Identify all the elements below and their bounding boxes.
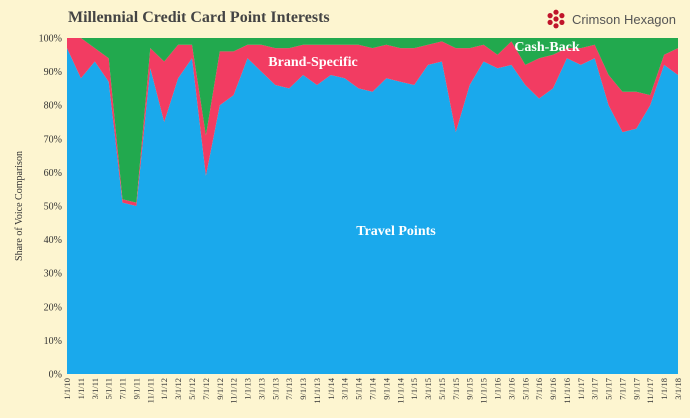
y-tick-label: 80% bbox=[44, 101, 62, 112]
x-tick-label: 5/1/15 bbox=[437, 378, 447, 400]
x-tick-label: 9/1/17 bbox=[631, 378, 641, 400]
x-tick-label: 1/1/11 bbox=[76, 378, 86, 399]
y-tick-label: 20% bbox=[44, 302, 62, 313]
x-tick-label: 11/1/14 bbox=[395, 377, 405, 403]
hexagon-cluster-icon bbox=[547, 9, 565, 29]
x-tick-label: 3/1/18 bbox=[673, 378, 683, 400]
y-tick-label: 40% bbox=[44, 235, 62, 246]
x-tick-label: 9/1/14 bbox=[381, 377, 391, 399]
brand-logo: Crimson Hexagon bbox=[546, 9, 676, 29]
x-tick-label: 3/1/12 bbox=[173, 378, 183, 400]
x-tick-label: 5/1/16 bbox=[520, 378, 530, 400]
x-tick-label: 7/1/14 bbox=[368, 377, 378, 399]
x-tick-label: 7/1/11 bbox=[118, 378, 128, 399]
x-tick-label: 7/1/12 bbox=[201, 378, 211, 400]
x-tick-label: 11/1/16 bbox=[562, 378, 572, 404]
x-tick-label: 1/1/17 bbox=[576, 378, 586, 400]
area-series-travel-points bbox=[67, 48, 678, 374]
y-tick-label: 90% bbox=[44, 67, 62, 78]
x-tick-label: 7/1/13 bbox=[284, 378, 294, 400]
y-tick-label: 50% bbox=[44, 202, 62, 213]
x-tick-label: 11/1/12 bbox=[229, 378, 239, 404]
x-tick-label: 1/1/13 bbox=[243, 378, 253, 400]
x-tick-label: 1/1/10 bbox=[62, 378, 72, 400]
x-tick-label: 7/1/16 bbox=[534, 378, 544, 400]
x-axis: 1/1/10 1/1/11 3/1/11 5/1/11 7/1/11 9/1/11 11/1… bbox=[62, 377, 683, 403]
x-tick-label: 5/1/11 bbox=[104, 378, 114, 399]
x-tick-label: 11/1/13 bbox=[312, 378, 322, 404]
travel-points-label: Travel Points bbox=[356, 224, 436, 239]
x-tick-label: 11/1/17 bbox=[645, 378, 655, 404]
cash-back-label: Cash-Back bbox=[514, 40, 580, 55]
brand-specific-label: Brand-Specific bbox=[268, 55, 357, 70]
x-tick-label: 5/1/14 bbox=[354, 377, 364, 399]
y-tick-label: 30% bbox=[44, 269, 62, 280]
x-tick-label: 1/1/16 bbox=[492, 378, 502, 400]
x-tick-label: 7/1/17 bbox=[617, 378, 627, 400]
x-tick-label: 1/1/18 bbox=[659, 378, 669, 400]
x-tick-label: 3/1/14 bbox=[340, 377, 350, 399]
x-tick-label: 1/1/15 bbox=[409, 378, 419, 400]
x-tick-label: 1/1/12 bbox=[159, 378, 169, 400]
x-tick-label: 5/1/13 bbox=[270, 378, 280, 400]
x-tick-label: 9/1/11 bbox=[131, 378, 141, 399]
plot-areas bbox=[67, 38, 678, 374]
x-tick-label: 3/1/13 bbox=[256, 378, 266, 400]
x-tick-label: 11/1/11 bbox=[145, 378, 155, 403]
chart-title: Millennial Credit Card Point Interests bbox=[68, 9, 330, 26]
y-axis: 0% 10% 20% 30% 40% 50% 60% 70% 80% 90% 100% bbox=[39, 34, 62, 381]
x-tick-label: 9/1/13 bbox=[298, 378, 308, 400]
y-tick-label: 0% bbox=[49, 370, 62, 381]
y-tick-label: 70% bbox=[44, 134, 62, 145]
x-tick-label: 3/1/11 bbox=[90, 378, 100, 399]
x-tick-label: 7/1/15 bbox=[451, 378, 461, 400]
y-tick-label: 100% bbox=[39, 34, 62, 45]
y-tick-label: 60% bbox=[44, 168, 62, 179]
x-tick-label: 5/1/12 bbox=[187, 378, 197, 400]
x-tick-label: 9/1/15 bbox=[465, 378, 475, 400]
x-tick-label: 3/1/16 bbox=[506, 378, 516, 400]
area-series-brand-specific bbox=[67, 38, 678, 206]
area-series-cash-back bbox=[67, 38, 678, 203]
brand-name: Crimson Hexagon bbox=[571, 11, 676, 27]
x-tick-label: 9/1/12 bbox=[215, 378, 225, 400]
x-tick-label: 3/1/15 bbox=[423, 378, 433, 400]
x-tick-label: 1/1/14 bbox=[326, 377, 336, 399]
x-tick-label: 9/1/16 bbox=[548, 378, 558, 400]
x-tick-label: 11/1/15 bbox=[479, 378, 489, 404]
y-tick-label: 10% bbox=[44, 336, 62, 347]
y-axis-label: Share of Voice Comparison bbox=[14, 151, 25, 261]
x-tick-label: 5/1/17 bbox=[604, 378, 614, 400]
x-tick-label: 3/1/17 bbox=[590, 378, 600, 400]
